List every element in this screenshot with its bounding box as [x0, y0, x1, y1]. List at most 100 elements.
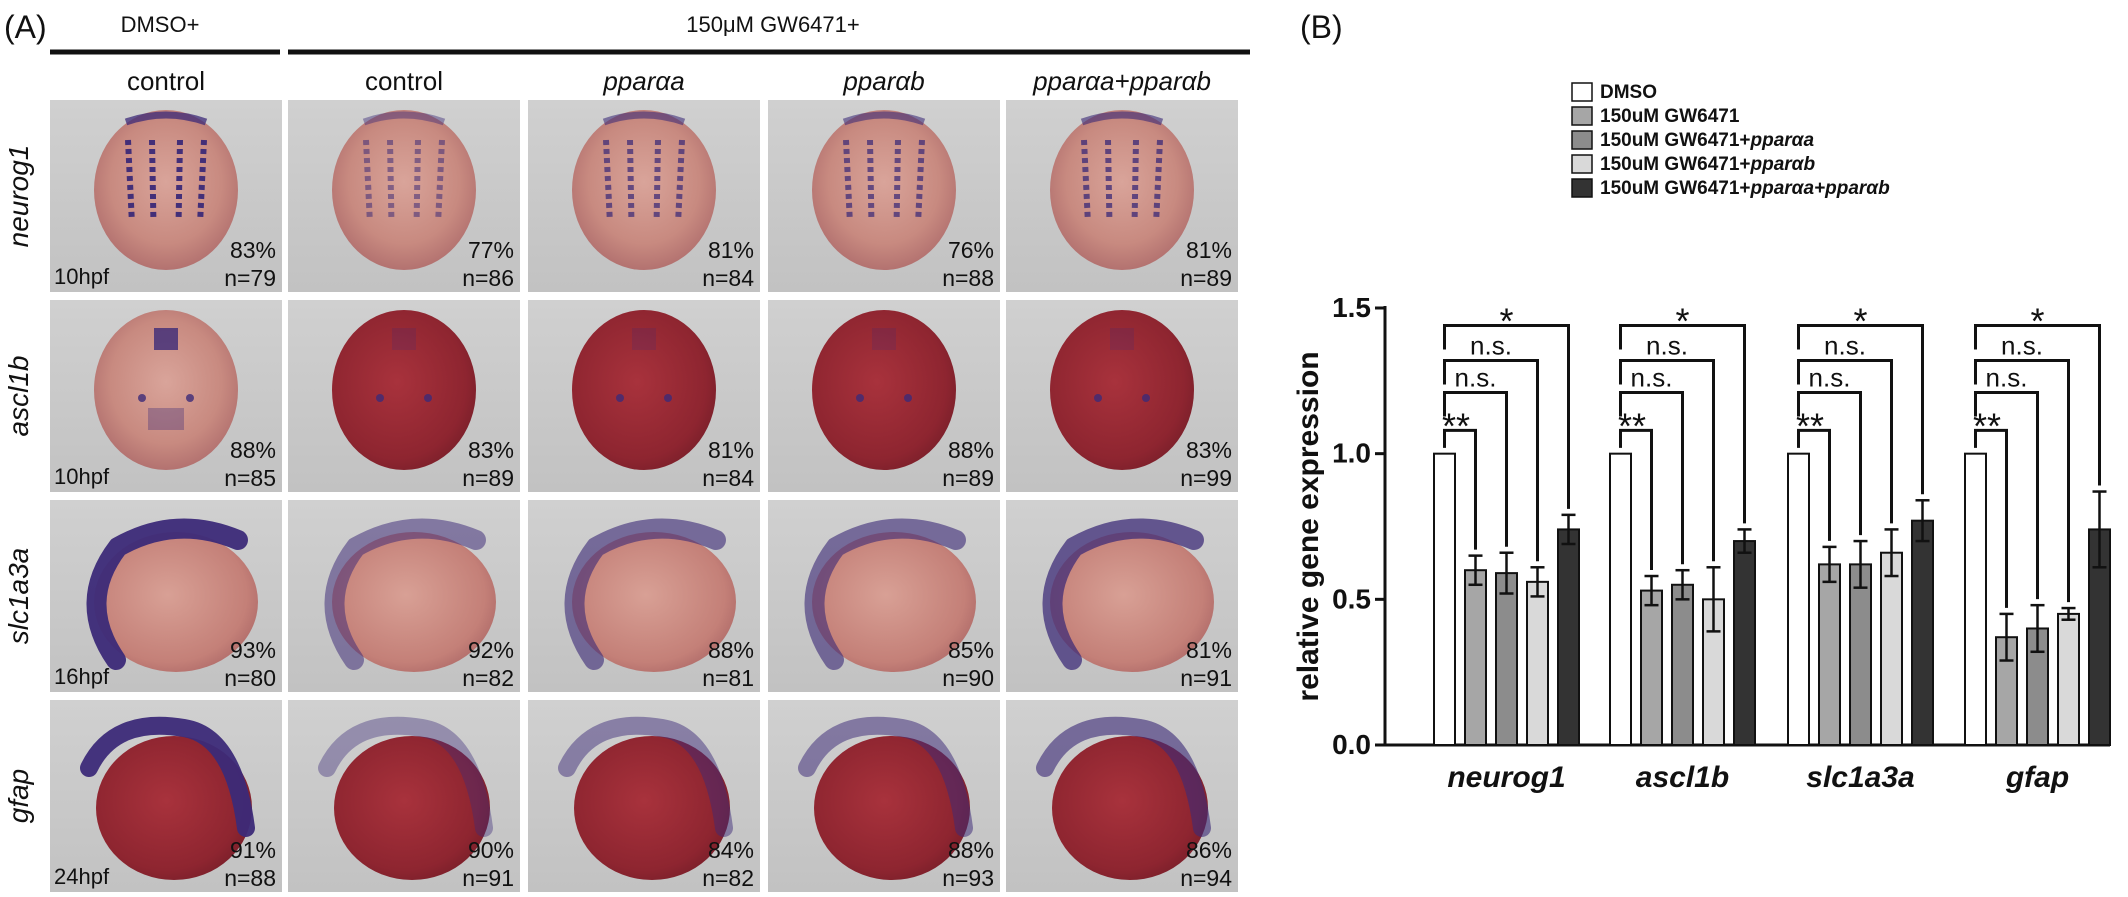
- stain-dot: [664, 394, 672, 402]
- stain-dot: [138, 394, 146, 402]
- bar-gfap-0: [1964, 452, 1987, 746]
- embryo-image-gfap-0: 24hpf 91%n=88: [50, 700, 282, 892]
- stain-stripe: [627, 139, 635, 221]
- significance-label: n.s.: [1470, 330, 1512, 360]
- stain-stripe: [653, 139, 661, 221]
- stain-stripe: [1131, 139, 1139, 221]
- stain-stripe: [1105, 139, 1113, 221]
- sample-size: n=89: [462, 465, 514, 491]
- legend-swatch-0: [1571, 82, 1593, 102]
- row-label-neurog1: neurog1: [3, 145, 34, 248]
- phenotype-percent: 90%: [468, 837, 514, 863]
- stain-cluster: [392, 328, 416, 350]
- sample-size: n=90: [942, 665, 994, 691]
- phenotype-percent: 83%: [230, 237, 276, 263]
- embryo-image-ascl1b-0: 10hpf 88%n=85: [50, 300, 282, 492]
- sample-size: n=84: [702, 265, 754, 291]
- y-axis-label: relative gene expression: [1292, 351, 1325, 701]
- stain-dot: [1094, 394, 1102, 402]
- embryo-image-slc1a3a-3: 85%n=90: [768, 500, 1000, 692]
- stain-stripe: [363, 139, 373, 221]
- legend-swatch-4: [1571, 178, 1593, 198]
- stain-brain: [318, 716, 493, 837]
- sample-size: n=89: [1180, 265, 1232, 291]
- panel-a: (A) DMSO+ 150μM GW6471+ control control pp…: [3, 9, 1250, 892]
- stain-arc: [842, 111, 926, 126]
- embryo-yolk: [332, 532, 496, 672]
- significance-label: *: [2030, 300, 2044, 341]
- significance-bracket: [1619, 358, 1715, 562]
- stain-brain: [798, 716, 973, 837]
- stain-arc: [362, 111, 446, 126]
- bar-ascl1b-0: [1609, 452, 1632, 746]
- sample-size: n=93: [942, 865, 994, 891]
- stain-stripe: [867, 139, 875, 221]
- stain-dot: [1142, 394, 1150, 402]
- group-label-gw6471: 150μM GW6471+: [686, 12, 860, 37]
- bar-ascl1b-4: [1733, 540, 1756, 746]
- panel-b-label: (B): [1300, 9, 1343, 45]
- x-category-label: ascl1b: [1636, 761, 1729, 794]
- embryo-image-ascl1b-4: 83%n=99: [1006, 300, 1238, 492]
- column-header-1: control: [365, 66, 443, 96]
- stain-neural-tube: [564, 518, 726, 670]
- significance-label: n.s.: [1986, 362, 2028, 392]
- significance-label: **: [1973, 405, 2001, 446]
- embryo-image-neurog1-3: 76%n=88: [768, 100, 1000, 292]
- panel-b: (B) DMSO 150uM GW6471 150uM GW6471+pparαa 1…: [1292, 9, 2111, 794]
- image-grid: 10hpf83%n=7977%n=8681%n=8476%n=8881%n=89…: [50, 100, 1238, 892]
- legend-label-2: 150uM GW6471+pparαa: [1600, 130, 1814, 151]
- significance-bracket: [1974, 390, 2039, 600]
- stain-dot: [376, 394, 384, 402]
- bar-gfap-3: [2057, 612, 2080, 747]
- bar-slc1a3a-4: [1911, 519, 1934, 746]
- significance-label: n.s.: [1455, 362, 1497, 392]
- stain-brain: [1036, 716, 1211, 837]
- significance-bracket: [1619, 428, 1653, 571]
- embryo-body: [572, 110, 716, 270]
- sample-size: n=91: [1180, 665, 1232, 691]
- phenotype-percent: 76%: [948, 237, 994, 263]
- sample-size: n=81: [702, 665, 754, 691]
- significance-bracket: [1443, 428, 1477, 550]
- significance-label: **: [1618, 405, 1646, 446]
- column-header-0: control: [127, 66, 205, 96]
- significance-bracket: [1443, 358, 1539, 562]
- stain-stripe: [893, 139, 901, 221]
- chart-legend: DMSO 150uM GW6471 150uM GW6471+pparαa 150uM…: [1571, 82, 1890, 199]
- stain-dot: [186, 394, 194, 402]
- sample-size: n=99: [1180, 465, 1232, 491]
- embryo-image-slc1a3a-4: 81%n=91: [1006, 500, 1238, 692]
- phenotype-percent: 86%: [1186, 837, 1232, 863]
- significance-label: n.s.: [1646, 330, 1688, 360]
- column-headers: control control pparαa pparαb pparαa+pparαb: [127, 66, 1211, 96]
- y-tick-label: 1.0: [1332, 438, 1371, 469]
- significance-bracket: [1619, 323, 1746, 524]
- phenotype-percent: 85%: [948, 637, 994, 663]
- legend-label-3: 150uM GW6471+pparαb: [1600, 154, 1815, 175]
- significance-bracket: [1797, 323, 1924, 495]
- embryo-body: [332, 110, 476, 270]
- significance-label: n.s.: [1631, 362, 1673, 392]
- sample-size: n=94: [1180, 865, 1232, 891]
- significance-label: n.s.: [2001, 330, 2043, 360]
- bar-ascl1b-1: [1640, 589, 1663, 746]
- sample-size: n=80: [224, 665, 276, 691]
- embryo-yolk: [1050, 532, 1214, 672]
- significance-label: n.s.: [1824, 330, 1866, 360]
- row-label-gfap: gfap: [3, 769, 34, 824]
- embryo-image-neurog1-1: 77%n=86: [288, 100, 520, 292]
- row-label-ascl1b: ascl1b: [3, 356, 34, 437]
- sample-size: n=85: [224, 465, 276, 491]
- stain-neural-tube: [324, 518, 486, 670]
- group-label-dmso: DMSO+: [121, 12, 200, 37]
- sample-size: n=88: [224, 865, 276, 891]
- stain-dot: [904, 394, 912, 402]
- bar-ascl1b-2: [1671, 583, 1694, 746]
- y-tick-label: 1.5: [1332, 292, 1371, 323]
- embryo-body: [332, 310, 476, 470]
- embryo-body: [572, 310, 716, 470]
- stain-neural-tube: [804, 518, 966, 670]
- sample-size: n=79: [224, 265, 276, 291]
